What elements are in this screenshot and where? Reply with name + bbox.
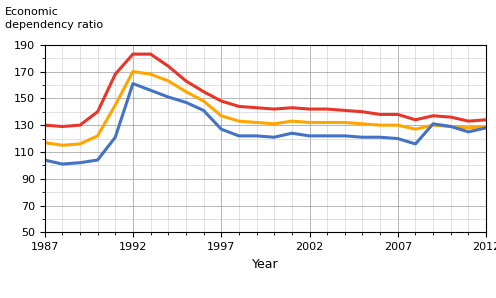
Men: [271, 136, 277, 139]
Men: [95, 158, 101, 162]
Total: [483, 125, 489, 128]
Women: [165, 64, 171, 68]
Women: [377, 113, 383, 116]
Women: [483, 118, 489, 122]
Women: [342, 109, 348, 112]
Women: [60, 125, 65, 128]
Total: [200, 99, 206, 103]
Total: [60, 144, 65, 147]
Women: [148, 52, 154, 56]
Women: [324, 107, 330, 111]
Line: Women: Women: [45, 54, 486, 127]
Total: [130, 70, 136, 73]
Men: [448, 125, 454, 128]
Men: [42, 158, 48, 162]
Men: [307, 134, 312, 138]
Total: [253, 121, 259, 124]
Women: [218, 99, 224, 103]
Total: [218, 114, 224, 118]
Women: [360, 110, 366, 114]
Men: [413, 142, 419, 146]
Total: [465, 126, 471, 130]
Total: [377, 123, 383, 127]
Men: [465, 130, 471, 134]
Women: [430, 114, 436, 118]
Men: [77, 161, 83, 164]
Men: [342, 134, 348, 138]
Men: [183, 101, 189, 104]
Men: [360, 136, 366, 139]
Men: [218, 128, 224, 131]
Total: [307, 121, 312, 124]
Total: [165, 79, 171, 83]
Men: [130, 82, 136, 86]
Total: [324, 121, 330, 124]
Total: [236, 119, 242, 123]
Men: [200, 109, 206, 112]
Men: [236, 134, 242, 138]
X-axis label: Year: Year: [252, 258, 279, 271]
Total: [42, 141, 48, 145]
Men: [112, 136, 118, 139]
Women: [413, 118, 419, 122]
Men: [324, 134, 330, 138]
Total: [271, 122, 277, 126]
Men: [483, 126, 489, 130]
Total: [289, 119, 295, 123]
Women: [271, 107, 277, 111]
Men: [395, 137, 401, 140]
Line: Total: Total: [45, 72, 486, 145]
Total: [95, 134, 101, 138]
Women: [448, 115, 454, 119]
Women: [112, 72, 118, 76]
Text: Economic
dependency ratio: Economic dependency ratio: [5, 7, 103, 30]
Women: [289, 106, 295, 110]
Men: [430, 122, 436, 126]
Men: [253, 134, 259, 138]
Total: [342, 121, 348, 124]
Total: [77, 142, 83, 146]
Total: [448, 125, 454, 128]
Men: [289, 131, 295, 135]
Women: [253, 106, 259, 110]
Women: [42, 123, 48, 127]
Total: [395, 123, 401, 127]
Women: [307, 107, 312, 111]
Women: [130, 52, 136, 56]
Women: [95, 110, 101, 114]
Women: [77, 123, 83, 127]
Total: [112, 103, 118, 107]
Women: [236, 105, 242, 108]
Men: [377, 136, 383, 139]
Total: [430, 123, 436, 127]
Total: [360, 122, 366, 126]
Women: [200, 90, 206, 94]
Men: [148, 89, 154, 92]
Men: [60, 162, 65, 166]
Total: [183, 90, 189, 94]
Line: Men: Men: [45, 84, 486, 164]
Women: [395, 113, 401, 116]
Legend: Total, Women, Men: Total, Women, Men: [122, 295, 409, 298]
Women: [183, 79, 189, 83]
Women: [465, 119, 471, 123]
Men: [165, 95, 171, 99]
Total: [148, 72, 154, 76]
Total: [413, 128, 419, 131]
